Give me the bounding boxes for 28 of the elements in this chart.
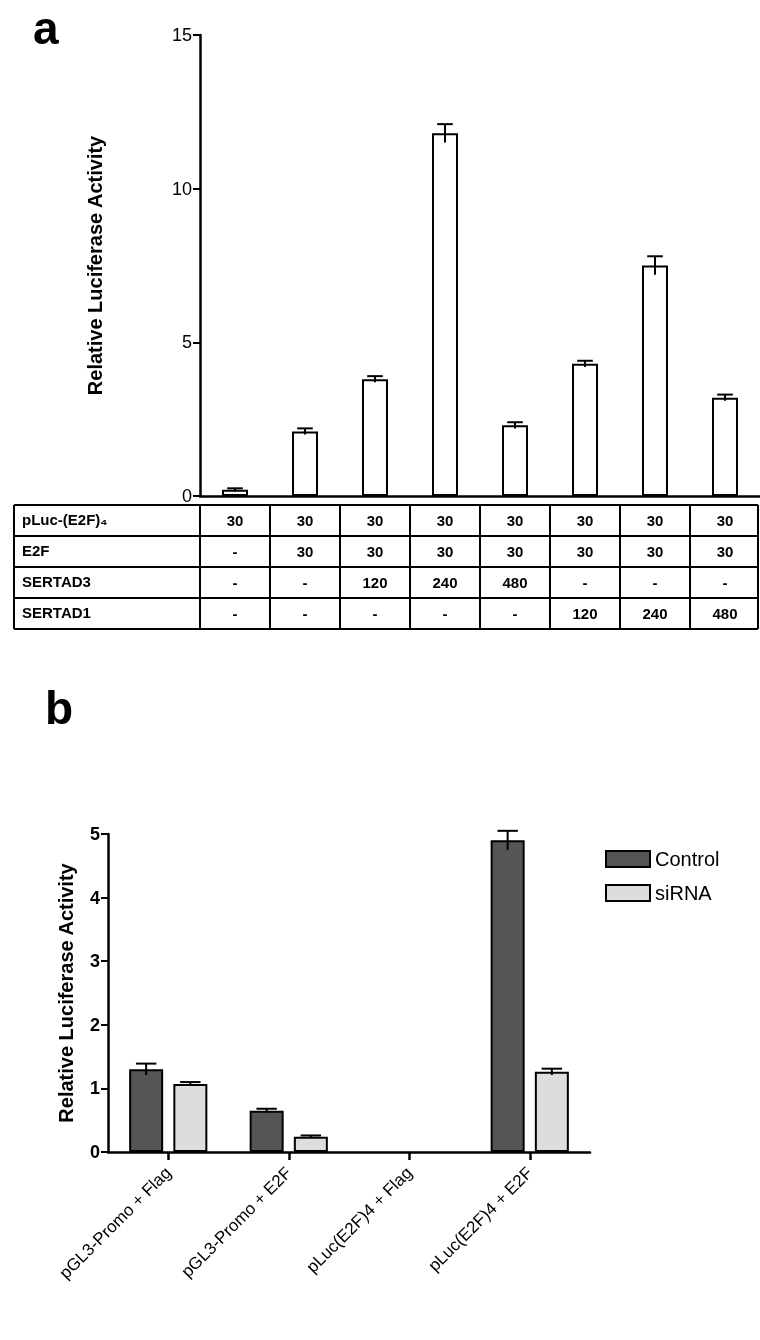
text: SERTAD3 bbox=[22, 573, 91, 590]
text: SERTAD1 bbox=[22, 604, 91, 621]
y-tick-label: 10 bbox=[171, 178, 192, 199]
text: pLuc-(E2F)₄ bbox=[22, 511, 108, 528]
y-tick-label: 2 bbox=[89, 1014, 100, 1035]
y-tick-label: 3 bbox=[89, 951, 100, 972]
chart-title: a bbox=[33, 2, 59, 54]
x-tick-label: 30 30 - - bbox=[296, 512, 314, 622]
y-tick-label: 15 bbox=[171, 25, 192, 45]
y-tick-label: 1 bbox=[89, 1078, 100, 1099]
x-tick-label: 30 30 - 480 bbox=[712, 512, 738, 622]
legend-label: siRNA bbox=[655, 882, 713, 904]
legend-label: Control bbox=[655, 848, 720, 870]
x-tick-label: 30 30 - 240 bbox=[642, 512, 668, 622]
x-tick-label: 30 - - - bbox=[226, 512, 244, 622]
x-tick-label: 30 30 120 - bbox=[362, 512, 388, 622]
x-tick-label: 30 30 480 - bbox=[502, 512, 528, 622]
y-tick-label: 5 bbox=[181, 332, 192, 353]
text: E2F bbox=[22, 542, 50, 559]
y-tick-label: 5 bbox=[89, 824, 100, 844]
y-tick-label: 0 bbox=[89, 1142, 100, 1162]
y-tick-label: 0 bbox=[181, 486, 192, 506]
x-tick-label: 30 30 - 120 bbox=[572, 512, 598, 622]
x-tick-label: 30 30 240 - bbox=[432, 512, 458, 622]
y-tick-label: 4 bbox=[89, 887, 100, 908]
chart-title: b bbox=[45, 682, 74, 734]
y-axis-title: Relative Luciferase Activity bbox=[84, 134, 106, 396]
y-axis-title: Relative Luciferase Activity bbox=[55, 862, 77, 1123]
